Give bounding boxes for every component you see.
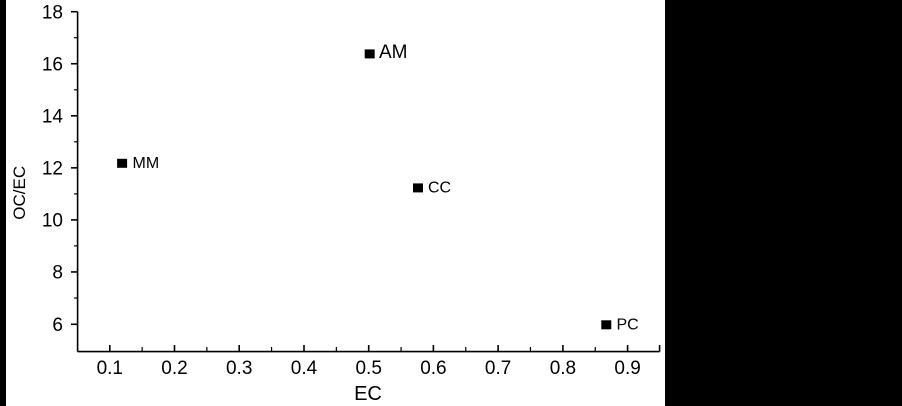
svg-text:0.9: 0.9: [614, 358, 640, 379]
svg-text:0.8: 0.8: [550, 358, 576, 379]
svg-text:12: 12: [42, 159, 63, 180]
svg-text:14: 14: [42, 107, 64, 128]
svg-text:MM: MM: [133, 155, 160, 172]
svg-text:6: 6: [52, 315, 63, 336]
svg-text:CC: CC: [428, 180, 451, 197]
svg-text:AM: AM: [379, 42, 408, 63]
svg-text:10: 10: [42, 211, 63, 232]
svg-text:OC/EC: OC/EC: [10, 166, 29, 220]
svg-text:8: 8: [52, 263, 63, 284]
svg-text:0.5: 0.5: [355, 358, 381, 379]
svg-text:0.1: 0.1: [97, 358, 123, 379]
svg-text:PC: PC: [617, 317, 639, 334]
svg-text:0.3: 0.3: [226, 358, 252, 379]
svg-text:0.6: 0.6: [420, 358, 446, 379]
svg-text:18: 18: [42, 3, 63, 24]
svg-text:0.4: 0.4: [291, 358, 318, 379]
svg-text:0.7: 0.7: [485, 358, 511, 379]
svg-text:16: 16: [42, 55, 63, 76]
svg-text:0.2: 0.2: [161, 358, 187, 379]
svg-text:EC: EC: [354, 383, 382, 405]
